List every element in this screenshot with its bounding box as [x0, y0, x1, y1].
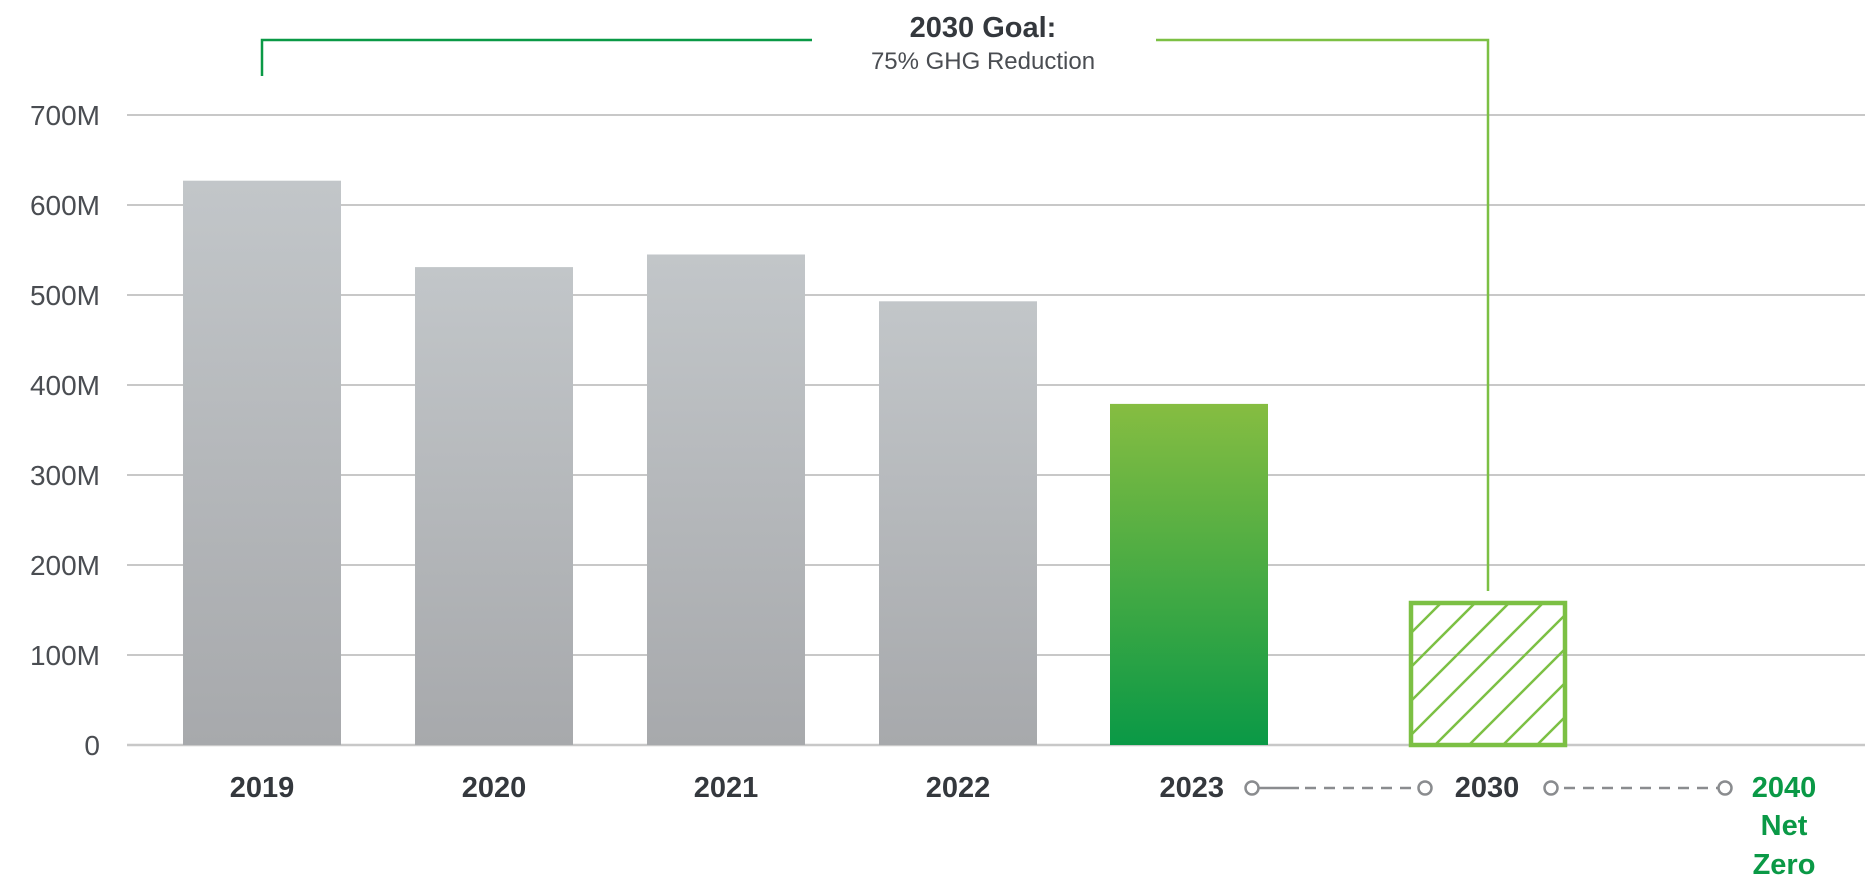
y-tick-label: 400M — [30, 370, 100, 401]
x-category-label: 2019 — [230, 772, 295, 804]
bar-2022 — [879, 301, 1037, 745]
timeline-node — [1244, 780, 1260, 796]
y-tick-label: 500M — [30, 280, 100, 311]
x-category-label: 2023 — [1159, 772, 1224, 804]
x-axis-category-labels: 2019 2020 2021 2022 2023 2030 — [230, 772, 1520, 804]
goal-bracket-right — [1156, 38, 1490, 591]
bar-2019 — [183, 180, 341, 745]
timeline-node — [1543, 780, 1559, 796]
goal-title: 2030 Goal: — [910, 12, 1057, 44]
bar-hatch-pattern — [1411, 603, 1565, 743]
bar-2020 — [415, 267, 573, 745]
net-zero-label: 2040 Net Zero — [1752, 772, 1817, 878]
goal-subtitle: 75% GHG Reduction — [871, 48, 1095, 75]
net-zero-label-line: Net — [1761, 810, 1808, 842]
net-zero-label-line: 2040 — [1752, 772, 1817, 804]
y-axis-tick-labels: 0 100M 200M 300M 400M 500M 600M 700M — [30, 100, 100, 761]
x-category-label: 2020 — [462, 772, 527, 804]
x-category-label: 2030 — [1455, 772, 1520, 804]
timeline-connectors — [1244, 780, 1733, 796]
y-tick-label: 700M — [30, 100, 100, 131]
y-tick-label: 300M — [30, 460, 100, 491]
bar-2023 — [1110, 403, 1268, 745]
net-zero-label-line: Zero — [1753, 849, 1816, 878]
timeline-node — [1717, 780, 1733, 796]
y-tick-label: 200M — [30, 550, 100, 581]
bar-2030 — [1408, 600, 1568, 748]
x-category-label: 2022 — [926, 772, 991, 804]
timeline-node — [1417, 780, 1433, 796]
bars — [183, 180, 1568, 748]
goal-bracket-left — [260, 38, 812, 76]
bar-2021 — [647, 254, 805, 745]
x-category-label: 2021 — [694, 772, 759, 804]
y-tick-label: 100M — [30, 640, 100, 671]
y-tick-label: 0 — [84, 730, 100, 761]
y-tick-label: 600M — [30, 190, 100, 221]
goal-annotation: 2030 Goal: 75% GHG Reduction — [260, 12, 1490, 591]
